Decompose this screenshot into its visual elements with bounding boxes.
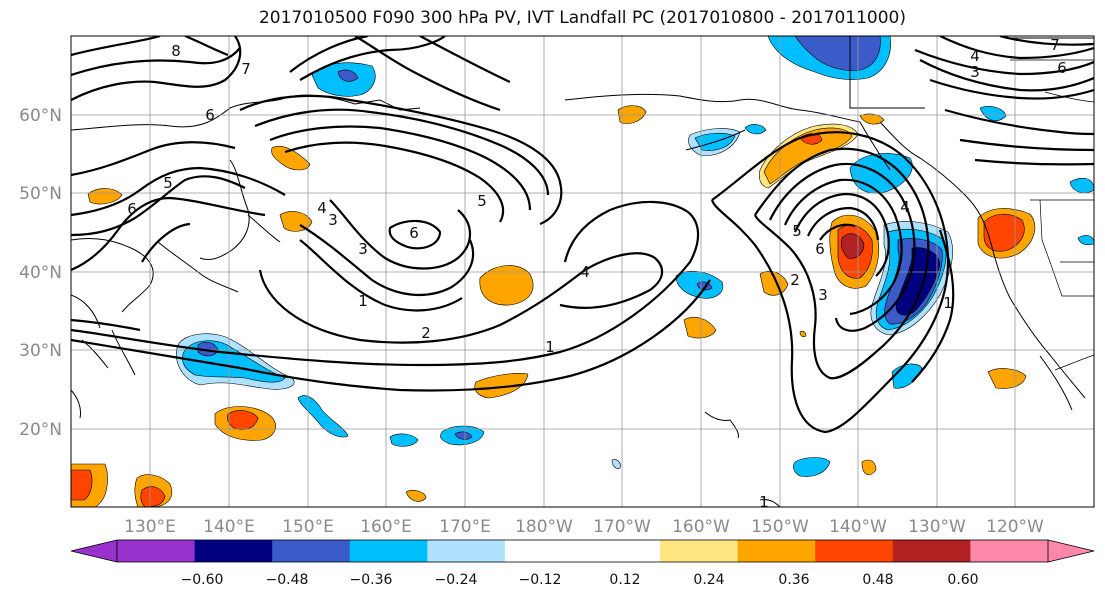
colorbar-tick: 0.60 [947, 572, 978, 588]
lon-label: 180°W [515, 517, 573, 537]
colorbar-segment [892, 540, 971, 562]
anomaly-pos-120w-28n [987, 368, 1027, 389]
contour-label: 1 [943, 294, 953, 312]
colorbar-tick: −0.48 [266, 572, 309, 588]
anomaly-pos-150w-40n [759, 271, 789, 296]
contour-label: 4 [900, 198, 910, 216]
lon-label: 160°W [672, 517, 730, 537]
anomaly-pos-175e-38n [479, 265, 534, 306]
colorbar-tick: 0.12 [609, 572, 640, 588]
colorbar-segment [737, 540, 816, 562]
anomaly-pos-130e-50n [87, 188, 123, 205]
lon-label: 120°W [986, 517, 1044, 537]
pv-contours [71, 36, 1094, 434]
contour-label: 3 [818, 286, 828, 304]
lon-label: 170°W [593, 517, 651, 537]
colorbar-arrow-left [70, 539, 118, 563]
contour-label: 3 [970, 63, 980, 81]
lat-label: 30°N [19, 341, 62, 361]
colorbar-segment [504, 540, 583, 562]
colorbar-tick: 0.48 [862, 572, 893, 588]
contour-label: 4 [970, 47, 980, 65]
colorbar-tick: −0.60 [181, 572, 224, 588]
colorbar-segment [582, 540, 661, 562]
map-frame [70, 35, 1095, 508]
lon-label: 170°E [439, 517, 491, 537]
contour-labels: 8 7 6 5 6 1 3 4 5 6 2 1 4 3 2 5 6 3 4 1 … [127, 36, 1067, 511]
colorbar [70, 539, 1095, 563]
lon-label: 150°W [751, 517, 809, 537]
contour-label: 7 [1050, 36, 1060, 54]
contour-label: 6 [127, 200, 137, 218]
anomaly-neg-148w [793, 457, 831, 477]
colorbar-tick: 0.24 [693, 572, 724, 588]
country-borders [1010, 59, 1094, 371]
colorbar-segment [349, 540, 428, 562]
colorbar-arrow-right [1047, 539, 1095, 563]
contour-label: 5 [792, 222, 802, 240]
colorbar-segment [427, 540, 506, 562]
lon-label: 150°E [282, 517, 334, 537]
lat-label: 50°N [19, 184, 62, 204]
colorbar-tick: −0.12 [519, 572, 562, 588]
colorbar-outline [116, 539, 1049, 563]
contour-label: 4 [580, 263, 590, 281]
lon-label: 160°E [360, 517, 412, 537]
colorbar-tick: 0.36 [778, 572, 809, 588]
contour-label: 5 [163, 174, 173, 192]
colorbar-segment [272, 540, 351, 562]
colorbar-segment [117, 540, 196, 562]
contour-label: 8 [171, 42, 181, 60]
latitude-labels: 60°N 50°N 40°N 30°N 20°N [19, 106, 62, 440]
graticule [71, 36, 1094, 507]
contour-label: 3 [328, 211, 338, 229]
anomaly-pos-140w-18n [861, 459, 877, 475]
contour-label: 1 [759, 493, 769, 511]
colorbar-tick-labels: −0.60 −0.48 −0.36 −0.24 −0.12 0.12 0.24 … [181, 572, 979, 588]
contour-label: 7 [241, 60, 251, 78]
anomaly-neg-168e [389, 433, 419, 447]
lon-label: 130°W [908, 517, 966, 537]
lat-label: 60°N [19, 106, 62, 126]
colorbar-tick: −0.36 [350, 572, 393, 588]
longitude-labels: 130°E 140°E 150°E 160°E 170°E 180°W 170°… [124, 517, 1044, 537]
lon-label: 130°E [124, 517, 176, 537]
contour-label: 1 [545, 338, 555, 356]
contour-label: 6 [205, 106, 215, 124]
colorbar-segment [970, 540, 1049, 562]
colorbar-tick: −0.24 [435, 572, 478, 588]
contour-label: 1 [358, 292, 368, 310]
contour-label: 2 [790, 271, 800, 289]
anomaly-neg-165e [297, 395, 349, 438]
contour-label: 5 [477, 192, 487, 210]
contour-label: 6 [815, 240, 825, 258]
contour-label: 2 [421, 324, 431, 342]
shaded-anomalies [71, 36, 1094, 507]
lat-label: 40°N [19, 263, 62, 283]
lon-label: 140°W [829, 517, 887, 537]
lon-label: 140°E [203, 517, 255, 537]
colorbar-segment [815, 540, 894, 562]
map-title: 2017010500 F090 300 hPa PV, IVT Landfall… [258, 8, 906, 28]
colorbar-segment [194, 540, 273, 562]
contour-label: 4 [317, 199, 327, 217]
anomaly-pos-160w-32n [683, 317, 717, 339]
contour-label: 6 [1057, 59, 1067, 77]
contour-label: 3 [358, 240, 368, 258]
anomaly-pos-175e-27n [474, 373, 529, 399]
lat-label: 20°N [19, 420, 62, 440]
colorbar-segment [660, 540, 739, 562]
contour-label: 6 [409, 224, 419, 242]
